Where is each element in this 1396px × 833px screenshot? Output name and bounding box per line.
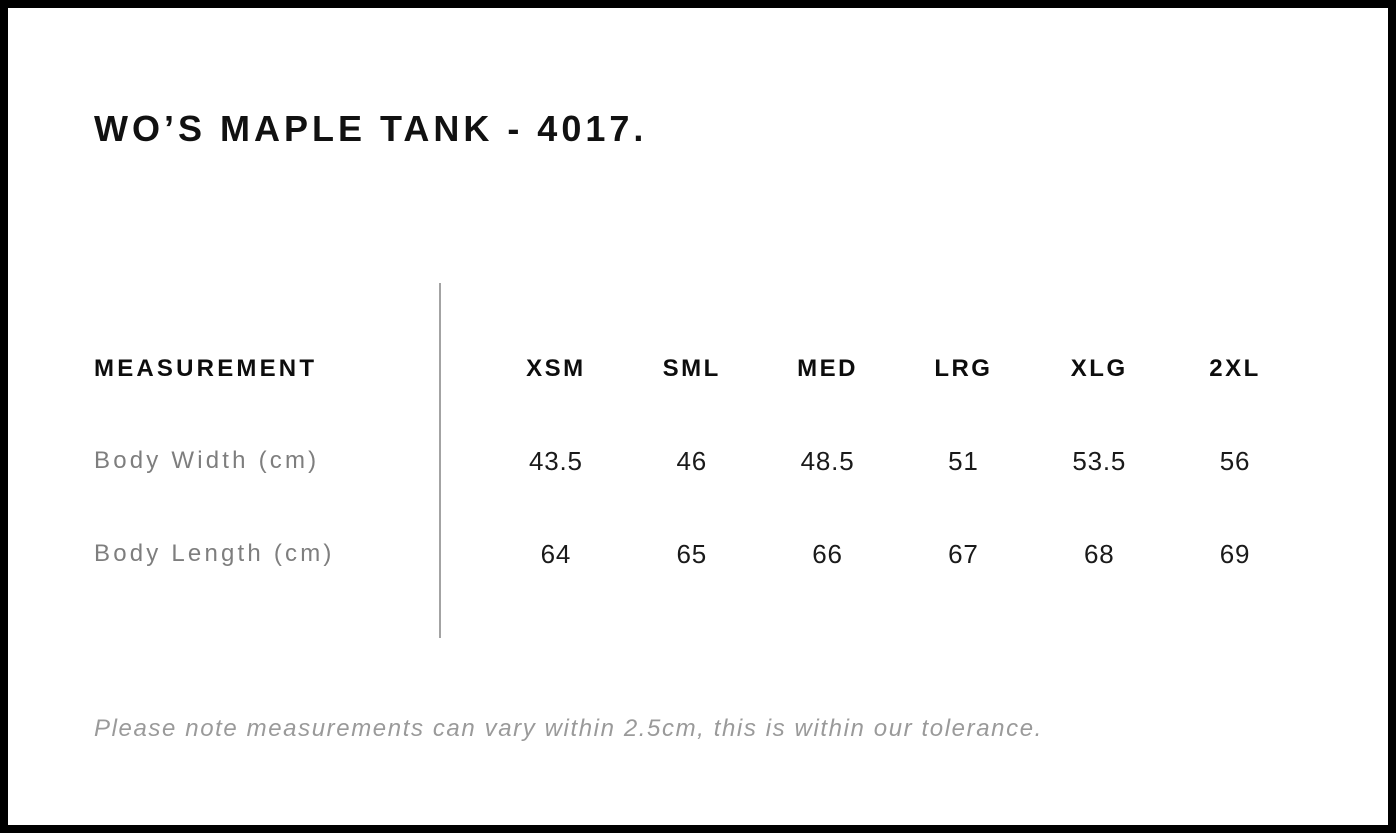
body-length-value-sml: 65 [676, 538, 707, 569]
page-title: WO’S MAPLE TANK - 4017. [94, 108, 648, 149]
body-length-value-2xl: 69 [1219, 538, 1251, 569]
size-header-med: MED [797, 355, 858, 382]
size-header-2xl: 2XL [1209, 355, 1261, 382]
size-header-xlg: XLG [1070, 355, 1128, 382]
body-length-value-lrg: 67 [948, 538, 979, 569]
table-row-body-length: Body Length (cm) 64 65 66 67 68 69 [94, 532, 1303, 576]
body-width-value-2xl: 56 [1219, 445, 1251, 476]
table-row-body-width: Body Width (cm) 43.5 46 48.5 51 53.5 56 [94, 439, 1303, 483]
table-vertical-divider [439, 283, 441, 638]
tolerance-note: Please note measurements can vary within… [94, 715, 1043, 742]
table-header-row: MEASUREMENT XSM SML MED LRG XLG 2XL [94, 347, 1303, 391]
body-width-value-xlg: 53.5 [1072, 445, 1127, 476]
body-length-value-xsm: 64 [540, 538, 572, 569]
body-width-value-xsm: 43.5 [529, 445, 583, 476]
measurement-column-header: MEASUREMENT [94, 355, 318, 382]
body-width-value-med: 48.5 [800, 445, 855, 476]
body-width-value-sml: 46 [676, 445, 707, 476]
body-length-value-xlg: 68 [1083, 538, 1115, 569]
size-header-sml: SML [662, 355, 721, 382]
row-label-body-width: Body Width (cm) [94, 447, 320, 474]
size-header-lrg: LRG [934, 355, 993, 382]
body-length-value-med: 66 [812, 538, 843, 569]
row-label-body-length: Body Length (cm) [94, 540, 335, 567]
size-header-xsm: XSM [526, 355, 586, 382]
body-width-value-lrg: 51 [948, 445, 979, 476]
